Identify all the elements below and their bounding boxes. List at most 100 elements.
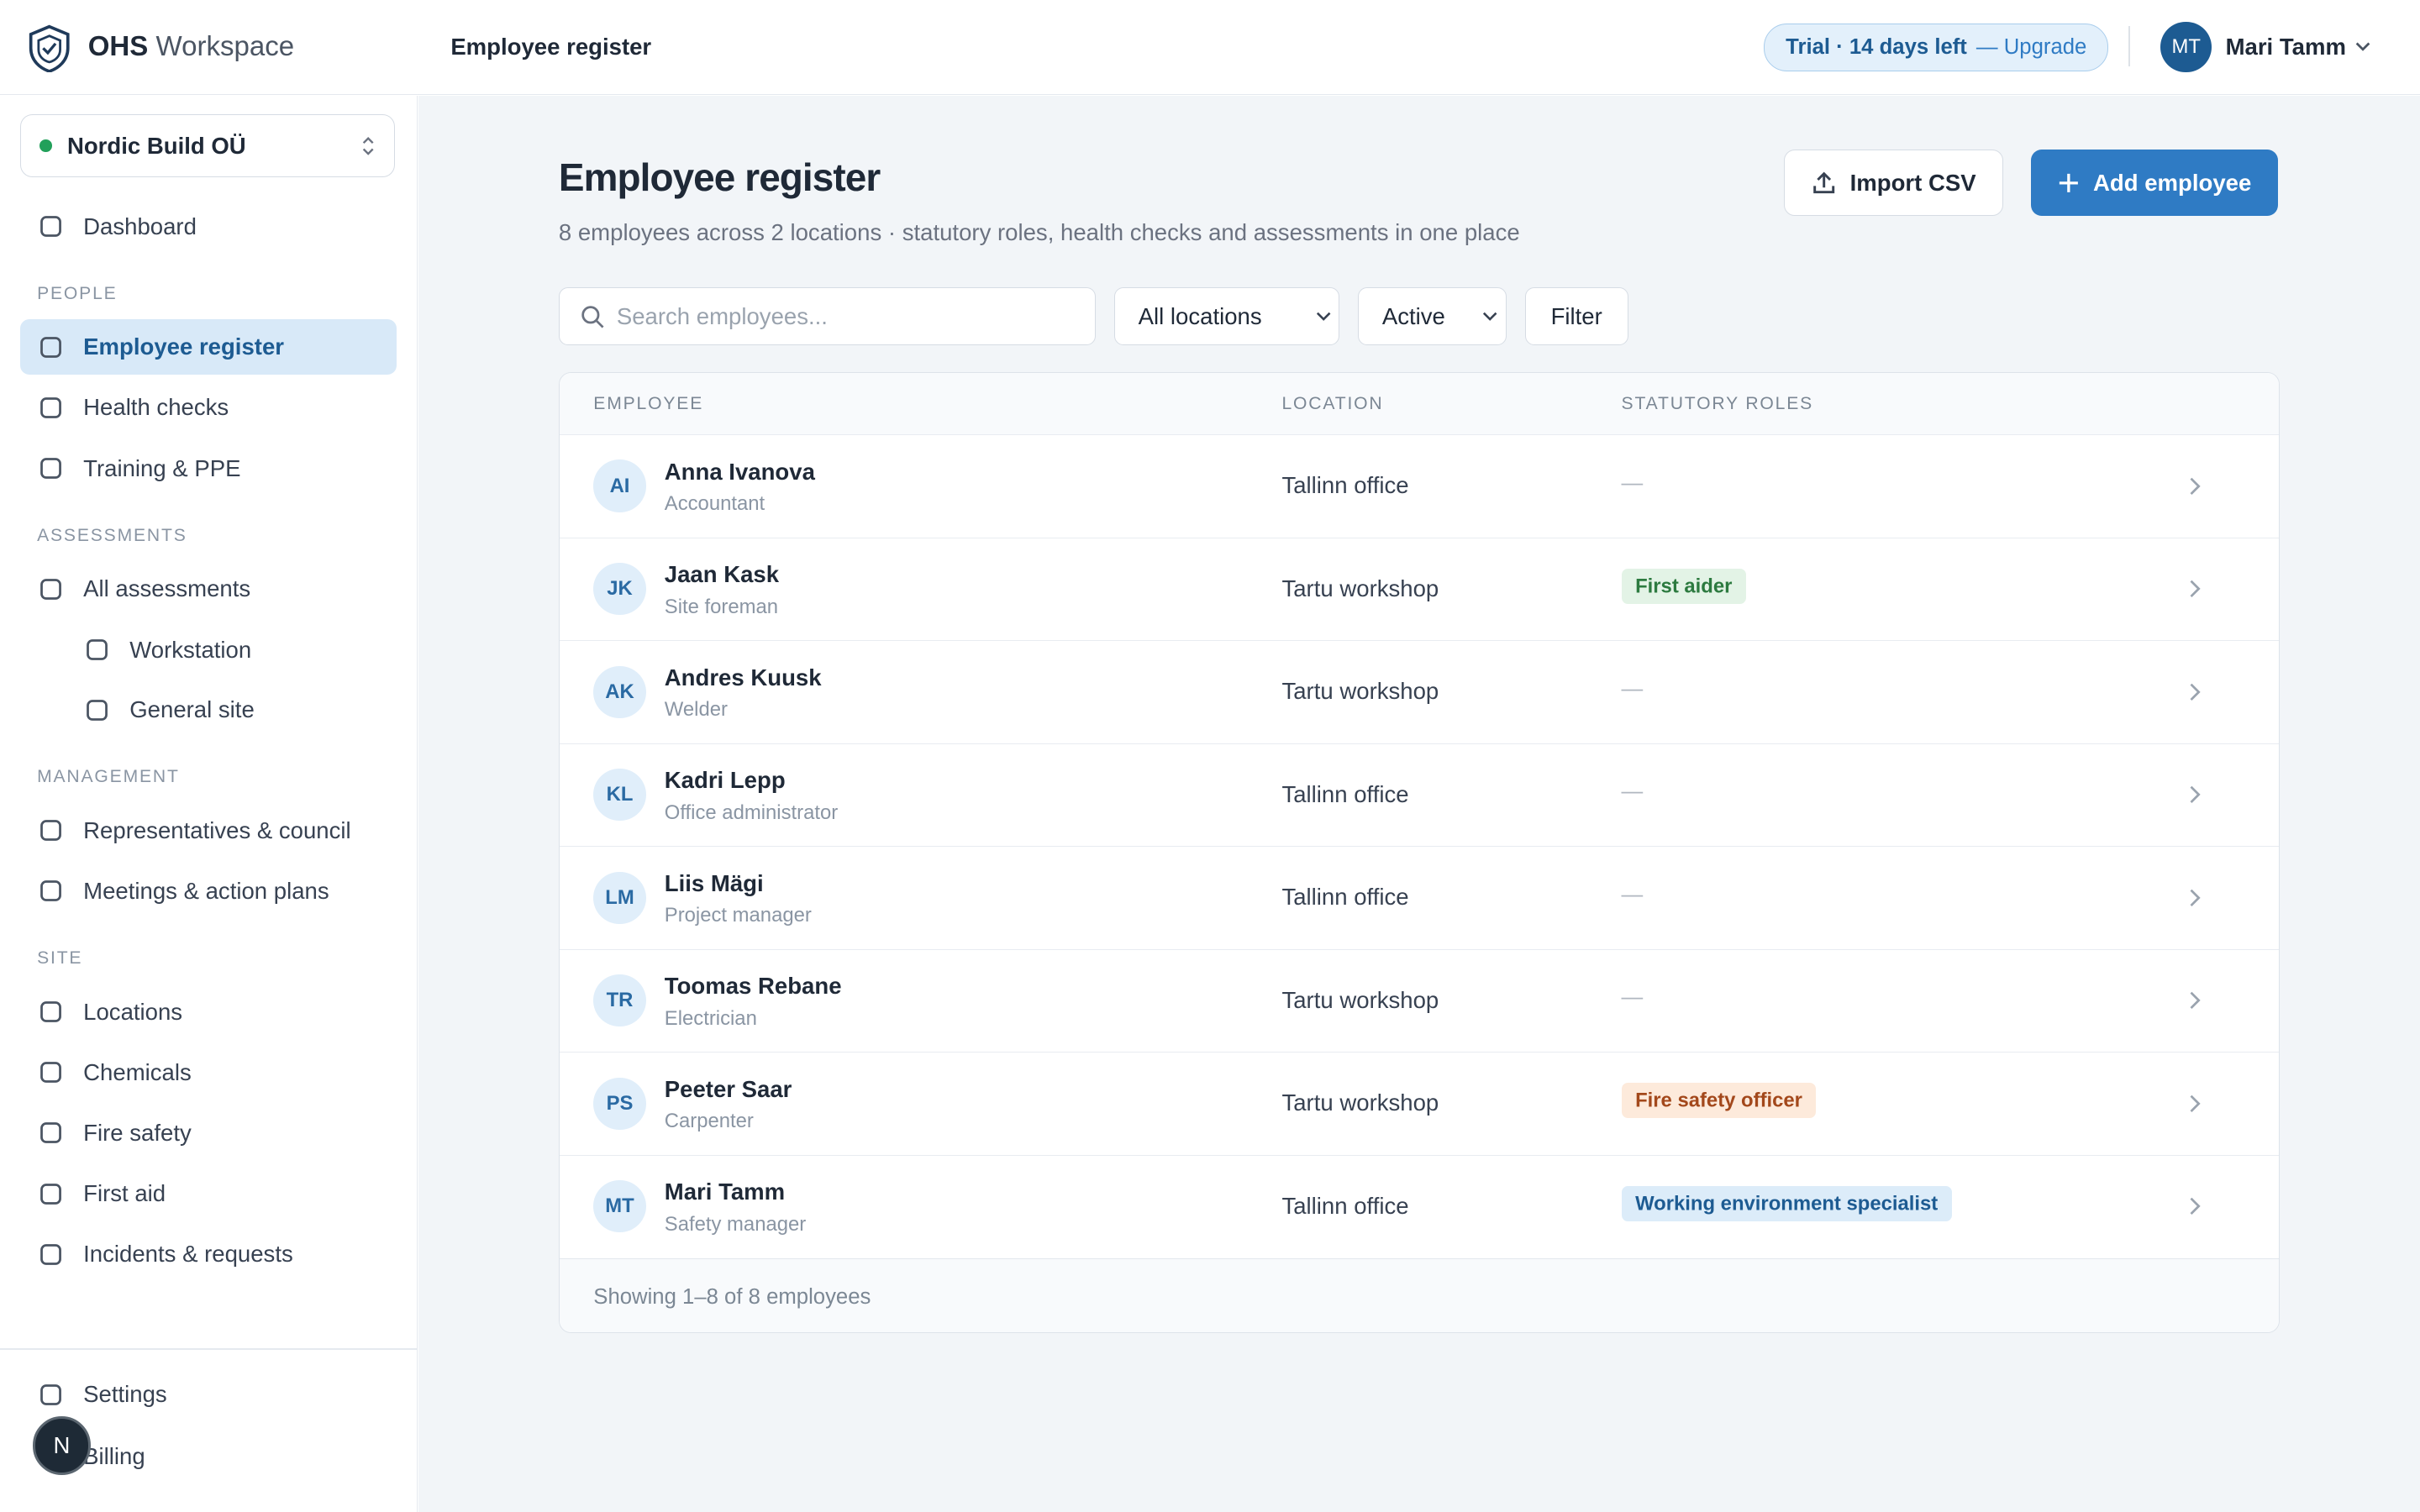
employee-role: Welder <box>664 698 728 722</box>
nav-label: Meetings & action plans <box>83 877 329 904</box>
employee-name: Kadri Lepp <box>664 767 786 794</box>
search-placeholder: Search employees... <box>616 302 828 329</box>
no-role: — <box>1621 882 1644 906</box>
row-chevron[interactable] <box>2186 1093 2202 1115</box>
employee-name: Anna Ivanova <box>664 458 815 485</box>
nav-label: Health checks <box>83 394 229 421</box>
row-chevron[interactable] <box>2186 1195 2202 1217</box>
section-label: MANAGEMENT <box>37 767 180 787</box>
nav-item[interactable]: Training & PPE <box>20 441 397 496</box>
nav-icon <box>87 639 108 661</box>
employee-location: Tartu workshop <box>1281 678 1439 705</box>
user-name[interactable]: Mari Tamm <box>2225 34 2346 60</box>
nav-label: General site <box>129 696 255 723</box>
employee-avatar: LM <box>593 871 646 924</box>
user-avatar[interactable]: MT <box>2160 21 2212 73</box>
nav-label: All assessments <box>83 575 251 602</box>
top-bar: OHS Workspace Employee register Trial · … <box>0 0 2420 96</box>
import-button[interactable]: Import CSV <box>1784 150 2004 217</box>
nav-label: Representatives & council <box>83 816 351 843</box>
logo <box>29 24 70 73</box>
status-select[interactable]: Active <box>1358 286 1507 346</box>
add-button[interactable]: Add employee <box>2031 150 2278 217</box>
nav-item[interactable]: First aid <box>20 1166 397 1221</box>
filter-button[interactable]: Filter <box>1524 286 1628 346</box>
statutory-cell: — <box>1622 879 1644 908</box>
nav-item[interactable]: Employee register <box>19 319 397 375</box>
nav-label: Fire safety <box>83 1119 192 1146</box>
org-switcher[interactable]: Nordic Build OÜ <box>19 113 396 178</box>
import-label: Import CSV <box>1849 169 1976 196</box>
employee-row[interactable]: JK Jaan Kask Site foreman Tartu workshop… <box>559 537 2279 642</box>
employee-row[interactable]: LM Liis Mägi Project manager Tallinn off… <box>559 846 2279 950</box>
employee-name: Jaan Kask <box>664 561 780 588</box>
row-chevron[interactable] <box>2186 681 2202 703</box>
main: Employee register 8 employees across 2 lo… <box>418 95 2420 1512</box>
location-select-label: All locations <box>1138 302 1262 329</box>
org-name: Nordic Build OÜ <box>66 132 246 159</box>
employee-row[interactable]: PS Peeter Saar Carpenter Tartu workshop … <box>559 1052 2279 1156</box>
section-label: ASSESSMENTS <box>37 526 187 546</box>
brand: OHS Workspace <box>88 31 295 63</box>
employee-role: Site foreman <box>664 595 779 618</box>
employee-avatar: JK <box>593 562 646 616</box>
floating-badge[interactable]: N <box>32 1416 92 1475</box>
nav-icon <box>40 579 62 600</box>
row-chevron[interactable] <box>2186 887 2202 909</box>
employee-row[interactable]: MT Mari Tamm Safety manager Tallinn offi… <box>559 1154 2279 1259</box>
nav-label: Incidents & requests <box>83 1241 293 1268</box>
nav-label: Settings <box>83 1381 167 1408</box>
nav-item[interactable]: General site <box>20 682 397 738</box>
statutory-cell: Working environment specialist <box>1621 1185 1952 1221</box>
row-chevron[interactable] <box>2186 990 2202 1011</box>
role-tag: Working environment specialist <box>1621 1185 1952 1221</box>
table-header <box>559 372 2279 435</box>
employee-location: Tallinn office <box>1281 1192 1409 1219</box>
employee-avatar: KL <box>593 769 646 822</box>
page-title: Employee register <box>450 34 652 60</box>
chevron-down <box>1316 312 1331 322</box>
nav-item[interactable]: All assessments <box>20 561 397 617</box>
nav-item[interactable]: Meetings & action plans <box>20 864 397 919</box>
heading: Employee register <box>558 155 881 199</box>
nav-icon <box>40 1243 62 1265</box>
column-header: LOCATION <box>1281 394 1384 414</box>
trial-badge[interactable]: Trial · 14 days left — Upgrade <box>1764 23 2109 71</box>
nav-icon <box>40 336 62 358</box>
nav-item[interactable]: Chemicals <box>20 1045 397 1100</box>
trial-text: Trial · 14 days left <box>1786 34 1967 59</box>
nav-item[interactable]: Fire safety <box>20 1105 397 1161</box>
pagination-text: Showing 1–8 of 8 employees <box>593 1285 871 1310</box>
nav-item[interactable]: Incidents & requests <box>20 1226 397 1282</box>
row-chevron[interactable] <box>2186 578 2202 600</box>
nav-item[interactable]: Settings <box>20 1367 397 1422</box>
nav-icon <box>40 216 62 238</box>
section-label: SITE <box>37 948 83 969</box>
nav-icon <box>40 1062 62 1084</box>
employee-location: Tallinn office <box>1281 884 1409 911</box>
employee-row[interactable]: AK Andres Kuusk Welder Tartu workshop — <box>559 640 2279 744</box>
nav-item[interactable]: Representatives & council <box>20 802 397 858</box>
location-select[interactable]: All locations <box>1114 286 1340 346</box>
nav-item[interactable]: Workstation <box>20 622 397 678</box>
row-chevron[interactable] <box>2186 475 2202 497</box>
employee-role: Accountant <box>664 492 765 516</box>
nav-item[interactable]: Locations <box>20 984 397 1039</box>
nav-label: Billing <box>83 1442 145 1469</box>
nav-item[interactable]: Health checks <box>20 380 397 435</box>
employee-name: Liis Mägi <box>664 869 764 896</box>
chevron-down <box>1483 312 1497 322</box>
employee-location: Tartu workshop <box>1281 575 1439 601</box>
employee-avatar: AI <box>593 459 646 512</box>
search-input[interactable]: Search employees... <box>558 286 1097 346</box>
table: EMPLOYEE LOCATION STATUTORY ROLES AI Anna … <box>558 371 2280 1334</box>
employee-row[interactable]: KL Kadri Lepp Office administrator Talli… <box>559 743 2279 848</box>
upgrade-link[interactable]: — Upgrade <box>1975 34 2087 59</box>
row-chevron[interactable] <box>2186 784 2202 806</box>
no-role: — <box>1621 780 1644 804</box>
employee-row[interactable]: AI Anna Ivanova Accountant Tallinn offic… <box>559 434 2279 538</box>
nav-icon <box>40 880 62 902</box>
nav-item[interactable]: Dashboard <box>20 199 397 255</box>
employee-row[interactable]: TR Toomas Rebane Electrician Tartu works… <box>559 948 2279 1053</box>
nav-label: Dashboard <box>83 213 197 239</box>
